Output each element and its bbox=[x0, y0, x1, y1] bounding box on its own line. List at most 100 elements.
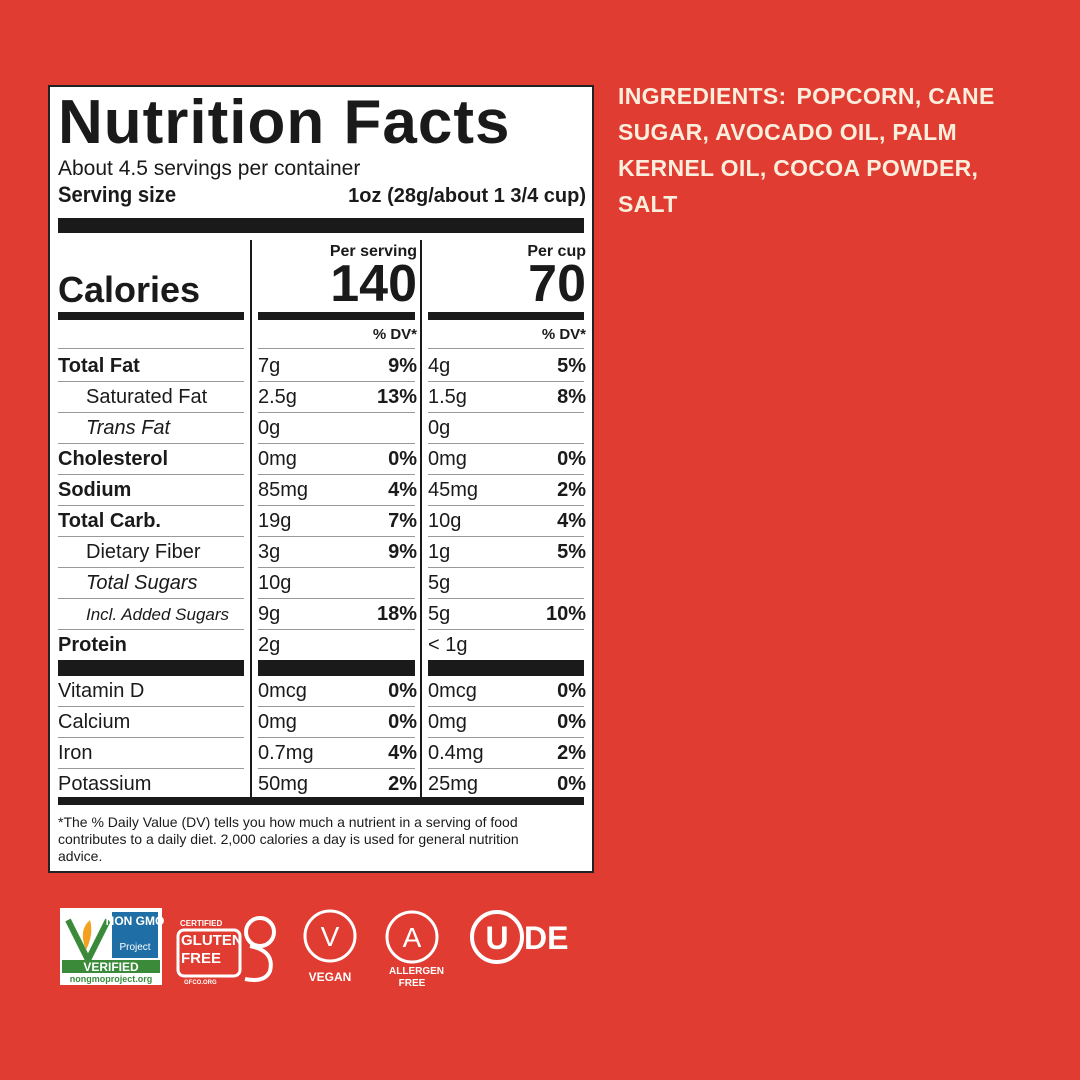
nutrient-amount: 9g bbox=[258, 603, 281, 625]
column-divider bbox=[420, 240, 422, 800]
nutrient-dv: 18% bbox=[376, 603, 417, 625]
row-rule bbox=[258, 706, 415, 707]
nutrient-dv: 2% bbox=[388, 773, 417, 795]
row-rule bbox=[58, 706, 244, 707]
calories-label: Calories bbox=[58, 269, 201, 310]
row-rule bbox=[58, 443, 244, 444]
gluten-certified: CERTIFIED bbox=[180, 919, 222, 928]
nutrient-amount: < 1g bbox=[428, 634, 468, 656]
gluten-free-badge: CERTIFIED GLUTEN FREE GFCO.ORG bbox=[176, 916, 276, 986]
nutrient-amount: 50mg bbox=[258, 773, 309, 795]
nutrient-amount: 0mg bbox=[258, 711, 297, 733]
nutrient-name: Cholesterol bbox=[58, 448, 169, 470]
nutrient-dv: 2% bbox=[557, 479, 586, 501]
row-rule bbox=[428, 598, 584, 599]
nutrient-amount: 2.5g bbox=[258, 386, 297, 408]
nutrient-amount: 1g bbox=[428, 541, 451, 563]
row-rule bbox=[428, 567, 584, 568]
nutrient-dv: 0% bbox=[388, 448, 417, 470]
nutrient-amount: 5g bbox=[428, 572, 451, 594]
dv-heading: % DV* bbox=[372, 326, 417, 343]
row-rule bbox=[258, 443, 415, 444]
nutrient-name: Total Fat bbox=[58, 355, 140, 377]
thick-rule bbox=[58, 797, 584, 805]
nutrient-amount: 45mg bbox=[428, 479, 479, 501]
allergen-letter: A bbox=[403, 922, 422, 953]
nutrient-dv: 7% bbox=[388, 510, 417, 532]
row-rule bbox=[258, 768, 415, 769]
nutrient-dv: 0% bbox=[557, 448, 586, 470]
allergen-badge: A ALLERGEN FREE bbox=[385, 910, 444, 989]
calories-rule bbox=[258, 312, 415, 320]
nutrient-dv: 4% bbox=[388, 479, 417, 501]
vegan-letter: V bbox=[321, 921, 340, 952]
nutrient-name: Trans Fat bbox=[86, 417, 171, 439]
ingredients-label: INGREDIENTS: bbox=[618, 83, 787, 109]
label-title: Nutrition Facts bbox=[58, 88, 511, 157]
nongmo-title: NON GMO bbox=[106, 914, 165, 928]
row-rule bbox=[58, 737, 244, 738]
row-rule bbox=[58, 474, 244, 475]
nutrient-name: Dietary Fiber bbox=[86, 541, 201, 563]
nutrient-amount: 1.5g bbox=[428, 386, 467, 408]
gluten-name: GLUTEN FREE bbox=[181, 932, 241, 967]
calories-value: 70 bbox=[528, 255, 586, 313]
nutrient-amount: 5g bbox=[428, 603, 451, 625]
nutrient-name: Protein bbox=[58, 634, 127, 656]
dv-heading: % DV* bbox=[541, 326, 586, 343]
thick-rule bbox=[58, 660, 244, 676]
row-rule bbox=[428, 412, 584, 413]
nutrient-amount: 3g bbox=[258, 541, 281, 563]
calories-rule bbox=[58, 312, 244, 320]
row-rule bbox=[428, 629, 584, 630]
nutrient-dv: 5% bbox=[557, 355, 586, 377]
nutrient-dv: 0% bbox=[388, 680, 417, 702]
row-rule bbox=[428, 443, 584, 444]
row-rule bbox=[58, 598, 244, 599]
row-rule bbox=[58, 536, 244, 537]
row-rule bbox=[58, 381, 244, 382]
row-rule bbox=[58, 768, 244, 769]
nutrient-amount: 7g bbox=[258, 355, 281, 377]
nutrient-amount: 0mcg bbox=[258, 680, 307, 702]
nutrient-name: Sodium bbox=[58, 479, 132, 501]
nutrient-amount: 0g bbox=[258, 417, 281, 439]
nutrient-name: Total Carb. bbox=[58, 510, 161, 532]
nutrient-name: Saturated Fat bbox=[86, 386, 208, 408]
calories-rule bbox=[428, 312, 584, 320]
gluten-url: GFCO.ORG bbox=[184, 980, 217, 986]
row-rule bbox=[258, 629, 415, 630]
row-rule bbox=[58, 348, 244, 349]
nutrient-amount: 0mg bbox=[258, 448, 297, 470]
nutrient-amount: 4g bbox=[428, 355, 451, 377]
nutrient-amount: 0mg bbox=[428, 448, 467, 470]
row-rule bbox=[258, 348, 415, 349]
vegan-badge: V VEGAN bbox=[303, 909, 357, 984]
row-rule bbox=[428, 474, 584, 475]
row-rule bbox=[58, 567, 244, 568]
nutrient-amount: 10g bbox=[258, 572, 292, 594]
row-rule bbox=[58, 505, 244, 506]
kosher-letter: U bbox=[485, 920, 508, 956]
row-rule bbox=[258, 474, 415, 475]
thick-rule bbox=[428, 660, 584, 676]
nutrient-dv: 0% bbox=[557, 773, 586, 795]
ingredients-text: POPCORN, CANE SUGAR, AVOCADO OIL, PALM K… bbox=[618, 83, 995, 217]
serving-size: 1oz (28g/about 1 3/4 cup) bbox=[348, 185, 586, 207]
row-rule bbox=[428, 348, 584, 349]
serving-size-label: Serving size bbox=[58, 182, 177, 207]
nongmo-verified: VERIFIED bbox=[83, 960, 139, 974]
row-rule bbox=[428, 381, 584, 382]
nutrient-dv: 0% bbox=[388, 711, 417, 733]
thick-rule bbox=[58, 218, 584, 233]
thick-rule bbox=[258, 660, 415, 676]
nutrient-amount: 25mg bbox=[428, 773, 479, 795]
nutrient-name: Iron bbox=[58, 742, 93, 764]
nutrient-name: Incl. Added Sugars bbox=[86, 605, 230, 624]
nutrient-amount: 0mcg bbox=[428, 680, 477, 702]
row-rule bbox=[428, 536, 584, 537]
nongmo-url: nongmoproject.org bbox=[70, 974, 153, 984]
column-heading: Per cup bbox=[527, 243, 586, 260]
nutrient-amount: 0.4mg bbox=[428, 742, 484, 764]
row-rule bbox=[258, 567, 415, 568]
